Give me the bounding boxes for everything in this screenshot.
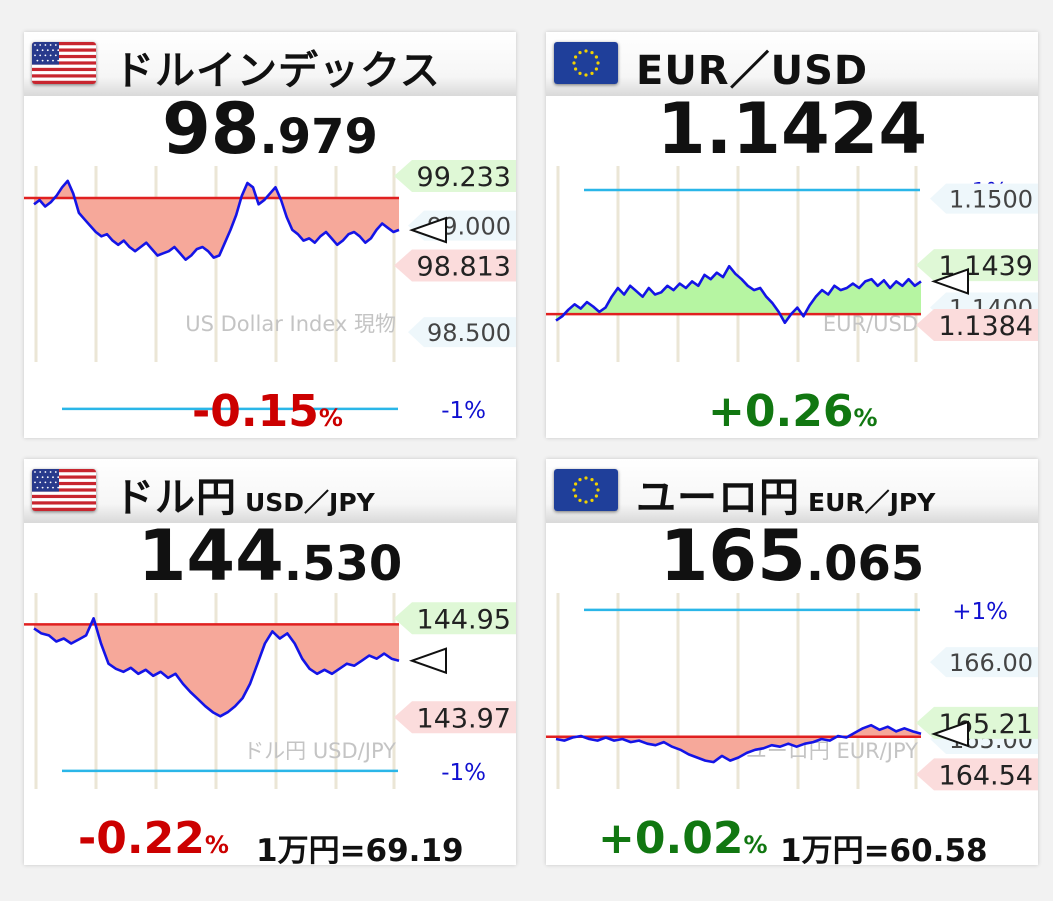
tick-label: 1.1500 [949, 186, 1033, 214]
high-badge [916, 249, 1038, 282]
current-price: 144.530 [24, 521, 516, 591]
panel-header: ユーロ円 EUR／JPY [546, 459, 1038, 523]
tick-badge [930, 183, 1038, 214]
panel-subtitle: EUR／JPY [808, 488, 936, 517]
panel-header: ドル円 USD／JPY [24, 459, 516, 523]
panel-header: ドルインデックス [24, 32, 516, 96]
change-area [34, 180, 399, 260]
panel-title-text: ドル円 [114, 475, 237, 521]
panel-title: EUR／USD [636, 38, 868, 96]
price-decimals: .530 [283, 536, 403, 592]
eurjpy-panel[interactable]: ユーロ円 EUR／JPY 165.065 ユーロ円 EUR/JPY +1% 166.0… [546, 459, 1038, 865]
current-price-marker [930, 267, 969, 295]
price-line [555, 723, 922, 764]
high-badge [394, 602, 516, 635]
intraday-chart: ドル円 USD/JPY -1% 144.95 143.97 [24, 593, 516, 789]
panel-subtitle: USD／JPY [245, 488, 375, 517]
panel-title-text: ドルインデックス [114, 48, 441, 94]
price-integer: 144 [137, 515, 284, 597]
change-unit: % [743, 831, 768, 859]
panel-title: ドルインデックス [114, 38, 441, 96]
us-flag-icon [32, 469, 96, 511]
current-price: 1.1424 [546, 94, 1038, 164]
change-area [556, 725, 921, 763]
percent-label: -1% [441, 760, 486, 786]
current-price-marker [408, 216, 447, 244]
high-label: 99.233 [417, 162, 511, 193]
eu-flag-icon [554, 42, 618, 84]
price-decimals: .065 [805, 536, 925, 592]
panel-title-text: EUR／USD [636, 48, 869, 94]
panel-title-text: ユーロ円 [636, 475, 800, 521]
chart-watermark: US Dollar Index 現物 [185, 312, 396, 336]
change-area [556, 266, 921, 323]
percent-label: +1% [952, 599, 1008, 625]
tick-badge [408, 317, 516, 348]
tick-label: 166.00 [949, 649, 1033, 677]
eurusd-panel[interactable]: EUR／USD 1.1424 EUR/USD+1%1.15001.14001.1… [546, 32, 1038, 438]
low-label: 98.813 [417, 251, 511, 282]
change-percent: -0.15% [192, 390, 343, 434]
current-price-marker [408, 647, 447, 675]
high-badge [394, 160, 516, 193]
change-percent: +0.02% [598, 817, 767, 861]
high-label: 144.95 [417, 604, 511, 635]
price-integer: 1.1424 [656, 88, 928, 170]
low-badge [394, 249, 516, 282]
change-value: +0.26 [708, 386, 854, 437]
change-value: -0.15 [192, 386, 319, 437]
current-price: 165.065 [546, 521, 1038, 591]
low-label: 143.97 [417, 703, 511, 734]
panel-title: ユーロ円 EUR／JPY [636, 465, 935, 523]
change-unit: % [318, 404, 343, 432]
intraday-chart: US Dollar Index 現物-1%99.00098.50099.2339… [24, 160, 516, 424]
price-integer: 165 [659, 515, 806, 597]
price-line [33, 179, 400, 261]
current-price: 98.979 [24, 94, 516, 164]
tick-label: 98.500 [427, 319, 511, 347]
low-label: 1.1384 [939, 311, 1033, 342]
chart-watermark: ドル円 USD/JPY [243, 739, 396, 763]
low-badge [916, 758, 1038, 791]
low-badge [916, 308, 1038, 341]
low-badge [394, 701, 516, 734]
low-label: 164.54 [939, 760, 1033, 791]
change-area [34, 618, 399, 717]
change-unit: % [853, 404, 878, 432]
usdjpy-panel[interactable]: ドル円 USD／JPY 144.530 ドル円 USD/JPY -1% 144.95 1… [24, 459, 516, 865]
panel-title: ドル円 USD／JPY [114, 465, 375, 523]
us-flag-icon [32, 42, 96, 84]
change-unit: % [204, 831, 229, 859]
current-price-marker [930, 720, 969, 748]
change-percent: +0.26% [708, 390, 877, 434]
price-integer: 98 [162, 88, 260, 170]
eu-flag-icon [554, 469, 618, 511]
panel-header: EUR／USD [546, 32, 1038, 96]
chart-watermark: EUR/USD [823, 312, 918, 336]
yen-conversion: 1万円=69.19 [256, 833, 464, 865]
price-line [33, 617, 400, 718]
change-value: +0.02 [598, 813, 744, 864]
change-value: -0.22 [78, 813, 205, 864]
change-percent: -0.22% [78, 817, 229, 861]
percent-label: -1% [441, 398, 486, 424]
price-line [555, 264, 922, 325]
yen-conversion: 1万円=60.58 [780, 833, 988, 865]
dollar-index-panel[interactable]: ドルインデックス 98.979 US Dollar Index 現物 -1% 99.… [24, 32, 516, 438]
tick-badge [930, 647, 1038, 678]
price-decimals: .979 [259, 109, 378, 165]
